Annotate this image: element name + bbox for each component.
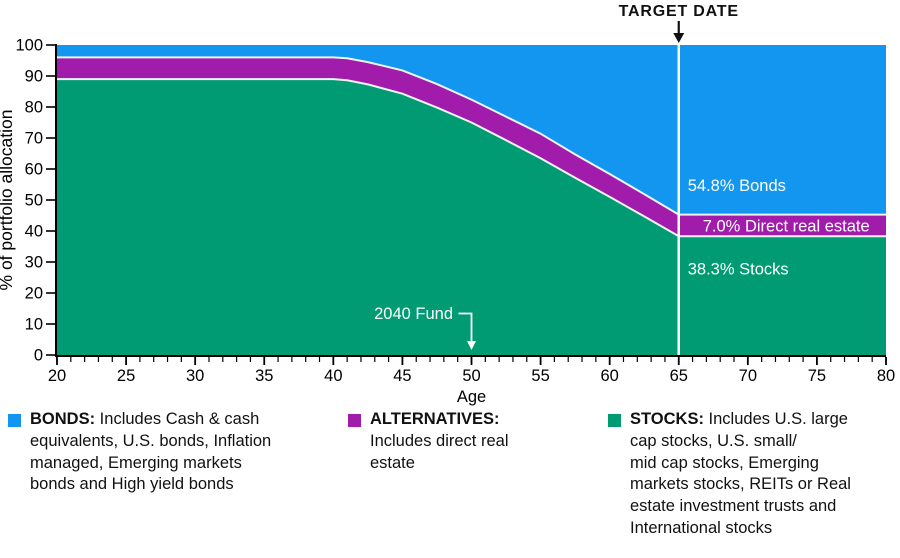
x-tick-label: 60 xyxy=(600,367,618,385)
y-tick-label: 90 xyxy=(25,68,43,86)
y-tick-label: 40 xyxy=(25,223,43,241)
y-tick-label: 0 xyxy=(34,347,43,365)
x-tick-label: 70 xyxy=(739,367,757,385)
bonds-value-label: 54.8% Bonds xyxy=(688,177,786,195)
target-date-arrowhead-icon xyxy=(673,33,685,43)
legend-text-alternatives: ALTERNATIVES: Includes direct real estat… xyxy=(370,409,509,474)
alternatives-area xyxy=(57,57,886,237)
glide-path-chart: 0 10 20 30 40 50 60 70 80 90 100 20 25 30 35 40 45 50 55 60… xyxy=(0,3,895,406)
x-tick-label: 20 xyxy=(48,367,66,385)
stocks-swatch-icon xyxy=(608,414,621,427)
y-tick-label: 70 xyxy=(25,130,43,148)
legend-label-alternatives: ALTERNATIVES: xyxy=(370,410,500,428)
y-tick-label: 30 xyxy=(25,254,43,272)
x-tick-label: 30 xyxy=(186,367,204,385)
legend-description-alternatives: Includes direct real estate xyxy=(370,431,509,472)
fund-label-arrow xyxy=(458,312,473,343)
legend-text-stocks: STOCKS: Includes U.S. large cap stocks, … xyxy=(630,409,851,540)
x-tick-label: 55 xyxy=(531,367,549,385)
y-tick-label: 100 xyxy=(15,37,43,55)
legend-item-bonds: BONDS: Includes Cash & cash equivalents,… xyxy=(8,409,338,496)
x-tick-label: 50 xyxy=(462,367,480,385)
x-tick-label: 45 xyxy=(393,367,411,385)
legend-label-stocks: STOCKS: xyxy=(630,410,704,428)
x-axis-title: Age xyxy=(457,388,486,406)
x-tick-label: 35 xyxy=(255,367,273,385)
legend-description-bonds: Includes Cash & cash equivalents, U.S. b… xyxy=(30,410,272,494)
stocks-top-boundary-line xyxy=(57,78,886,238)
fund-label: 2040 Fund xyxy=(374,305,453,323)
fund-label-arrowhead-icon xyxy=(467,341,476,350)
legend-text-bonds: BONDS: Includes Cash & cash equivalents,… xyxy=(30,409,271,496)
bonds-swatch-icon xyxy=(8,414,21,427)
legend-description-stocks: Includes U.S. large cap stocks, U.S. sma… xyxy=(630,410,851,537)
legend-label-bonds: BONDS: xyxy=(30,410,96,428)
alternatives-value-label: 7.0% Direct real estate xyxy=(703,218,870,236)
x-tick-label: 65 xyxy=(670,367,688,385)
y-tick-label: 50 xyxy=(25,192,43,210)
x-tick-label: 40 xyxy=(324,367,342,385)
x-tick-label: 75 xyxy=(808,367,826,385)
chart-legend: BONDS: Includes Cash & cash equivalents,… xyxy=(0,409,900,558)
stocks-value-label: 38.3% Stocks xyxy=(688,261,789,279)
y-axis xyxy=(55,44,57,356)
y-tick-label: 80 xyxy=(25,99,43,117)
legend-item-stocks: STOCKS: Includes U.S. large cap stocks, … xyxy=(608,409,896,540)
alternatives-swatch-icon xyxy=(348,414,361,427)
x-tick-label: 80 xyxy=(877,367,895,385)
y-axis-title: % of portfolio allocation xyxy=(0,110,16,291)
legend-item-alternatives: ALTERNATIVES: Includes direct real estat… xyxy=(348,409,578,474)
y-tick-label: 20 xyxy=(25,285,43,303)
x-tick-label: 25 xyxy=(117,367,135,385)
y-tick-label: 10 xyxy=(25,316,43,334)
x-axis xyxy=(55,355,886,357)
target-date-label: TARGET DATE xyxy=(619,3,739,20)
alternatives-top-boundary-line xyxy=(57,56,886,216)
y-tick-label: 60 xyxy=(25,161,43,179)
